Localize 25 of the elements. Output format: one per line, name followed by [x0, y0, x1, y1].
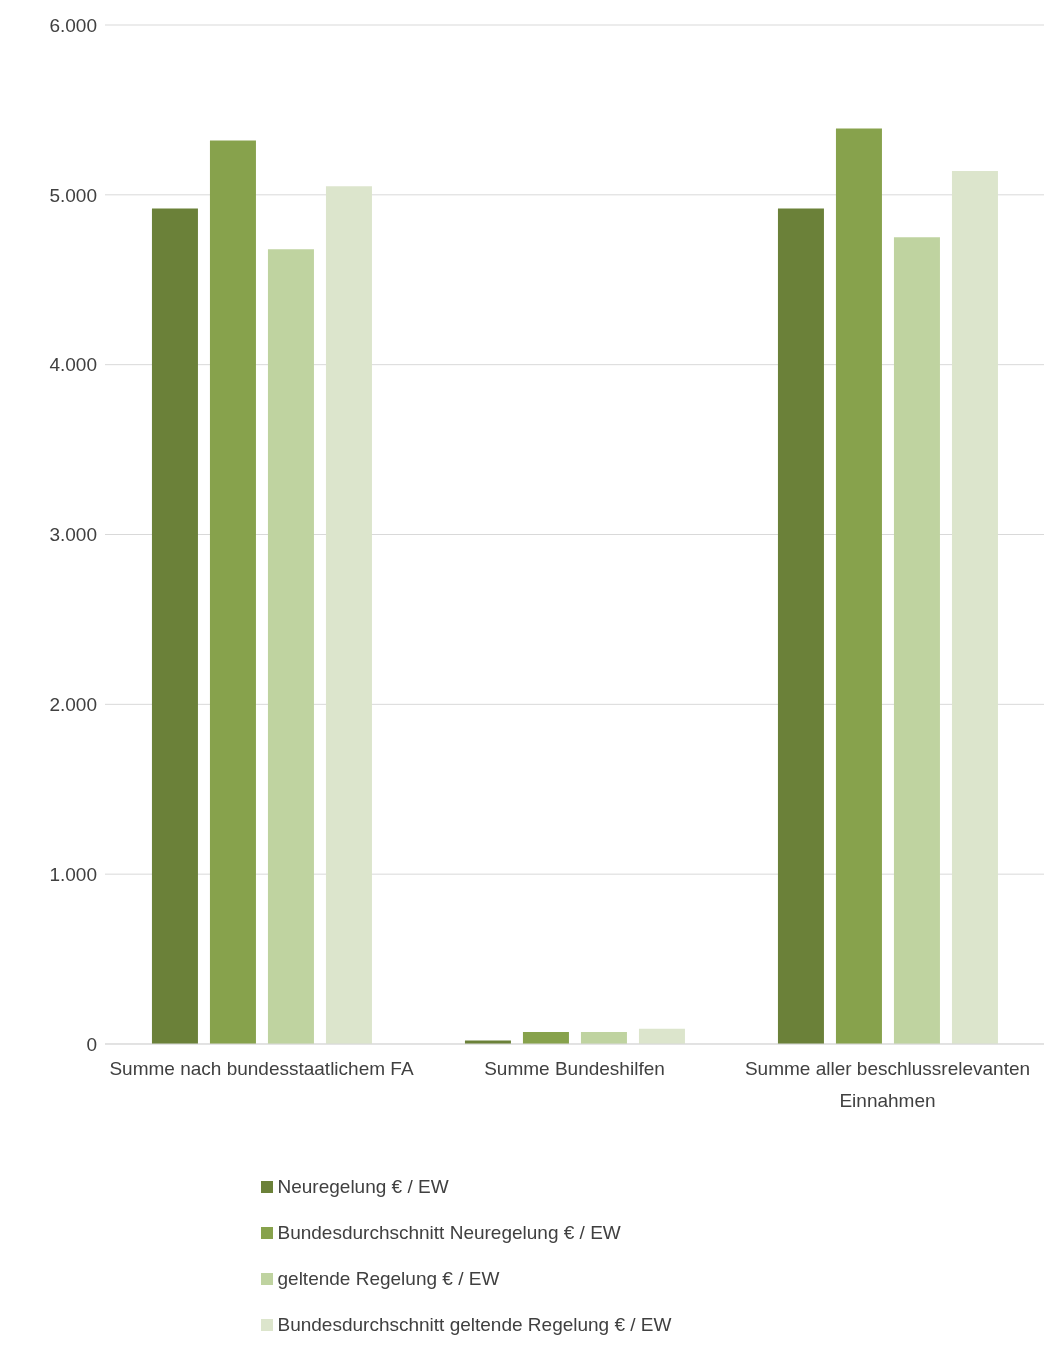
x-tick-label: Summe aller beschlussrelevanten Einnahmen — [744, 1058, 1031, 1112]
x-tick-label: Summe Bundeshilfen — [484, 1058, 665, 1080]
bar — [580, 1032, 627, 1044]
bar — [151, 208, 198, 1044]
y-tick-label: 1.000 — [49, 863, 97, 885]
y-tick-label: 0 — [86, 1033, 97, 1055]
y-tick-label: 6.000 — [49, 14, 97, 36]
legend-label: Bundesdurchschnitt Neuregelung € / EW — [277, 1222, 621, 1244]
y-tick-label: 2.000 — [49, 694, 97, 716]
bar — [522, 1032, 569, 1044]
y-tick-label: 5.000 — [49, 184, 97, 206]
bar — [951, 171, 998, 1044]
legend-label: Neuregelung € / EW — [277, 1176, 449, 1198]
bar — [777, 208, 824, 1044]
bar — [209, 140, 256, 1044]
x-tick-label: Summe nach bundesstaatlichem FA — [109, 1058, 414, 1080]
y-tick-label: 4.000 — [49, 354, 97, 376]
legend-label: Bundesdurchschnitt geltende Regelung € / EW — [277, 1314, 672, 1336]
y-tick-label: 3.000 — [49, 524, 97, 546]
bar — [267, 249, 314, 1044]
legend-label: geltende Regelung € / EW — [277, 1268, 500, 1290]
bar — [893, 237, 940, 1044]
bar — [835, 128, 882, 1044]
bar — [638, 1028, 685, 1044]
bar — [325, 186, 372, 1044]
